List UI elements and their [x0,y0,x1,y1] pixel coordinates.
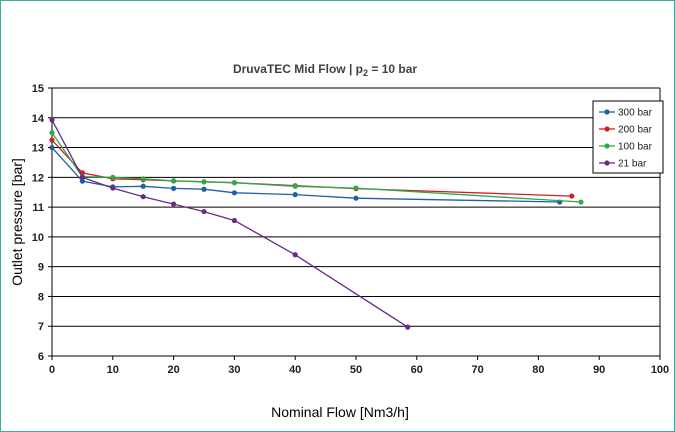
data-point [49,144,55,151]
x-tick-label: 100 [651,364,669,376]
chart-title-param: p [356,62,363,76]
x-tick-label: 20 [167,364,179,376]
chart-title: DruvaTEC Mid Flow | p2 = 10 bar [233,62,417,78]
data-point [231,217,237,224]
data-point [49,117,55,123]
legend: 300 bar 200 bar 100 bar 21 bar [592,100,664,174]
x-tick-label: 10 [107,364,119,376]
chart-title-subscript: 2 [363,68,368,78]
tick-labels: 0 10 20 30 40 50 60 70 80 90 100 6 7 8 9 10 11 12 13 14 15 [32,83,669,376]
y-tick-label: 9 [38,262,44,274]
legend-swatch-marker [604,143,610,149]
x-tick-label: 70 [471,364,483,376]
legend-swatch-marker [604,126,610,132]
data-point [578,199,584,205]
chart-title-main: DruvaTEC Mid Flow [233,62,346,76]
y-tick-label: 7 [38,321,44,333]
series-line [51,139,572,197]
gridlines [51,87,661,357]
data-point [49,130,55,136]
y-tick-label: 11 [32,202,44,214]
x-axis-label: Nominal Flow [Nm3/h] [271,404,409,420]
y-tick-label: 12 [32,172,44,184]
data-point [201,208,207,215]
series [49,144,563,205]
series-lines [49,117,584,330]
data-point [140,194,146,200]
data-point [110,185,116,191]
data-point [201,179,207,185]
series-line [51,147,560,203]
data-point [140,183,146,189]
data-point [140,176,146,182]
x-tick-label: 0 [49,364,55,376]
series-line [51,132,582,203]
data-point [353,185,359,191]
x-tick-label: 80 [532,364,544,376]
data-point [49,137,55,143]
data-point [110,174,116,180]
data-point [171,201,177,207]
legend-swatch-marker [604,160,610,166]
data-point [231,180,237,186]
data-point [201,186,207,192]
x-tick-label: 30 [228,364,240,376]
y-tick-label: 13 [32,143,44,155]
series [49,137,575,199]
x-tick-label: 40 [289,364,301,376]
y-tick-label: 15 [32,83,44,95]
legend-label: 200 bar [618,125,653,136]
legend-label: 21 bar [618,159,647,170]
legend-label: 300 bar [618,108,653,119]
chart-title-value: = 10 bar [368,62,417,76]
y-tick-label: 14 [32,113,45,125]
data-point [79,178,85,184]
x-tick-label: 60 [411,364,423,376]
y-axis-label: Outlet pressure [bar] [9,158,25,286]
series [49,117,411,330]
data-point [79,174,85,180]
data-point [292,192,298,198]
y-tick-label: 10 [32,232,44,244]
data-point [292,183,298,189]
y-tick-label: 6 [38,351,44,363]
legend-label: 100 bar [618,142,653,153]
data-point [405,324,411,330]
data-point [231,190,237,196]
x-tick-label: 50 [350,364,362,376]
chart-title-separator: | [346,62,356,76]
data-point [171,178,177,184]
y-tick-label: 8 [38,291,44,303]
data-point [292,252,298,258]
data-point [569,193,575,199]
data-point [353,195,359,201]
x-tick-label: 90 [593,364,605,376]
data-point [171,185,177,191]
legend-swatch-marker [604,109,610,115]
